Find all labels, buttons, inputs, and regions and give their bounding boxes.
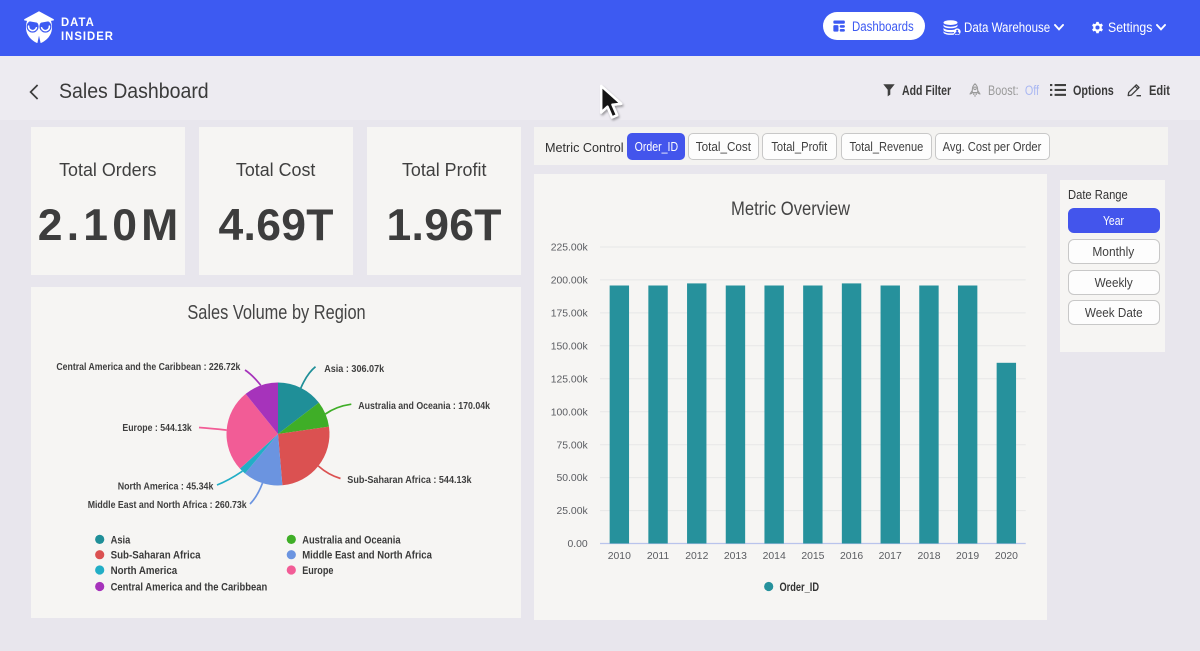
svg-text:North America: North America — [111, 565, 178, 577]
svg-text:2013: 2013 — [724, 551, 747, 562]
svg-text:2019: 2019 — [956, 551, 979, 562]
svg-text:25.00k: 25.00k — [556, 506, 588, 517]
svg-text:150.00k: 150.00k — [551, 341, 589, 352]
svg-text:100.00k: 100.00k — [551, 407, 589, 418]
svg-text:Central America and the Caribb: Central America and the Caribbean — [111, 581, 268, 593]
svg-text:Australia and Oceania: Australia and Oceania — [302, 534, 401, 546]
svg-text:Asia : 306.07k: Asia : 306.07k — [324, 364, 384, 375]
svg-text:50.00k: 50.00k — [556, 473, 588, 484]
svg-text:2011: 2011 — [647, 551, 670, 562]
svg-text:Order_ID: Order_ID — [780, 580, 820, 594]
svg-text:2017: 2017 — [879, 551, 902, 562]
svg-text:Europe: Europe — [302, 565, 333, 577]
svg-text:225.00k: 225.00k — [551, 243, 589, 254]
svg-text:Europe : 544.13k: Europe : 544.13k — [122, 423, 192, 434]
svg-text:North America : 45.34k: North America : 45.34k — [118, 482, 214, 493]
svg-text:Asia: Asia — [111, 534, 131, 546]
svg-text:200.00k: 200.00k — [551, 276, 589, 287]
svg-text:2010: 2010 — [608, 551, 631, 562]
svg-text:175.00k: 175.00k — [551, 309, 589, 320]
svg-text:Middle East and North Africa :: Middle East and North Africa : 260.73k — [88, 500, 247, 511]
svg-text:Sub-Saharan Africa: Sub-Saharan Africa — [111, 550, 202, 562]
svg-text:75.00k: 75.00k — [556, 440, 588, 451]
svg-text:2018: 2018 — [917, 551, 940, 562]
svg-text:Sub-Saharan Africa : 544.13k: Sub-Saharan Africa : 544.13k — [347, 475, 471, 486]
svg-text:2014: 2014 — [763, 551, 786, 562]
svg-text:0.00: 0.00 — [567, 539, 587, 550]
svg-text:2012: 2012 — [685, 551, 708, 562]
svg-text:2015: 2015 — [801, 551, 824, 562]
svg-text:Australia and Oceania : 170.04: Australia and Oceania : 170.04k — [358, 401, 490, 412]
svg-text:2020: 2020 — [995, 551, 1018, 562]
svg-text:125.00k: 125.00k — [551, 374, 589, 385]
svg-text:Central America and the Caribb: Central America and the Caribbean : 226.… — [56, 362, 240, 373]
svg-text:Middle East and North Africa: Middle East and North Africa — [302, 550, 432, 562]
svg-text:2016: 2016 — [840, 551, 863, 562]
